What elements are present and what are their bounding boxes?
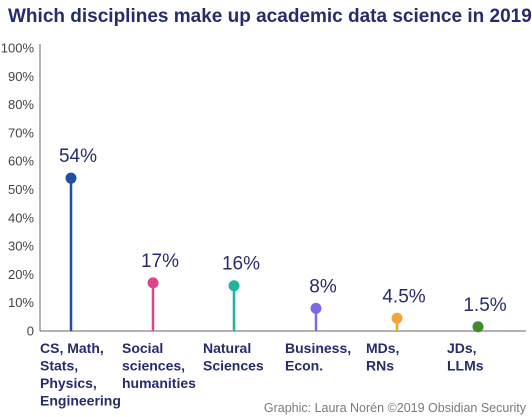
category-label-line: LLMs <box>447 358 484 374</box>
category-label-line: Stats, <box>40 358 78 374</box>
category-label: Social sciences, humanities <box>122 340 196 391</box>
lollipop-dot <box>310 302 322 314</box>
category-label-line: Social <box>122 340 163 356</box>
category-label-line: CS, Math, <box>40 340 104 356</box>
lollipop-dot <box>147 277 159 289</box>
y-tick-label: 70% <box>8 125 34 140</box>
category-label-line: JDs, <box>447 340 477 356</box>
value-label: 54% <box>59 146 97 167</box>
category-label: Business, Econ. <box>285 340 351 374</box>
value-label: 8% <box>309 276 337 297</box>
y-tick-label: 10% <box>8 295 34 310</box>
y-tick-label: 100% <box>1 41 35 56</box>
value-label: 4.5% <box>382 286 425 307</box>
category-label: MDs, RNs <box>366 340 399 374</box>
lollipop-dot <box>65 172 77 184</box>
value-label: 16% <box>222 254 260 275</box>
category-labels: CS, Math, Stats, Physics, EngineeringSocial… <box>40 340 484 409</box>
value-label: 17% <box>141 251 179 272</box>
y-tick-label: 90% <box>8 69 34 84</box>
y-tick-label: 50% <box>8 182 34 197</box>
category-label-line: RNs <box>366 358 394 374</box>
category-label-line: Business, <box>285 340 351 356</box>
category-label-line: Natural <box>203 340 251 356</box>
y-tick-label: 0 <box>27 324 34 339</box>
category-label-line: Econ. <box>285 358 323 374</box>
category-label-line: Physics, <box>40 375 97 391</box>
category-label: Natural Sciences <box>203 340 264 374</box>
lollipop-dot <box>472 321 484 333</box>
category-label: CS, Math, Stats, Physics, Engineering <box>40 340 121 409</box>
category-label: JDs, LLMs <box>447 340 484 374</box>
lollipop-dot <box>228 280 240 292</box>
category-label-line: MDs, <box>366 340 399 356</box>
category-label-line: sciences, <box>122 358 185 374</box>
lollipop-marks: 54% 17% 16% 8% 4.5% 1.5% <box>59 146 507 333</box>
y-tick-label: 80% <box>8 97 34 112</box>
y-tick-label: 60% <box>8 154 34 169</box>
chart-title: Which disciplines make up academic data … <box>8 6 532 27</box>
y-axis: 0 10% 20% 30% 40% 50% 60% 70% 80% 90% 100% <box>1 41 526 339</box>
value-label: 1.5% <box>463 295 506 316</box>
category-label-line: Engineering <box>40 393 121 409</box>
credit-text: Graphic: Laura Norén ©2019 Obsidian Secu… <box>264 401 527 415</box>
lollipop-dot <box>391 312 403 324</box>
y-tick-label: 30% <box>8 239 34 254</box>
y-tick-label: 40% <box>8 210 34 225</box>
category-label-line: humanities <box>122 375 196 391</box>
y-tick-label: 20% <box>8 267 34 282</box>
category-label-line: Sciences <box>203 358 264 374</box>
